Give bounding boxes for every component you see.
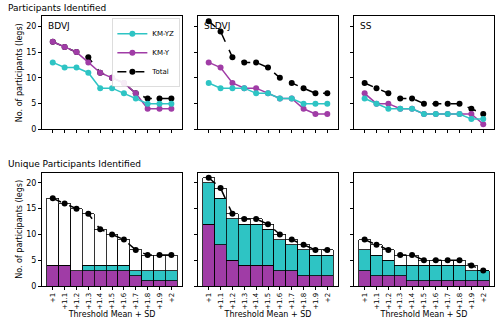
svg-text:Total: Total [151, 68, 168, 76]
svg-text:+1.7: +1.7 [444, 293, 452, 310]
svg-text:+1.1: +1.1 [217, 293, 225, 310]
svg-text:10: 10 [26, 74, 36, 83]
svg-text:+1.5: +1.5 [108, 293, 116, 310]
svg-text:+2: +2 [480, 293, 488, 303]
svg-text:10: 10 [26, 230, 36, 239]
svg-text:5: 5 [31, 256, 36, 265]
svg-text:+1.2: +1.2 [385, 293, 393, 310]
svg-text:+1.8: +1.8 [144, 293, 152, 310]
svg-text:+1.5: +1.5 [420, 293, 428, 310]
svg-text:+1.6: +1.6 [432, 292, 440, 310]
svg-text:20: 20 [26, 22, 36, 31]
svg-text:KM-Y: KM-Y [152, 49, 169, 57]
svg-text:No. of participants (legs): No. of participants (legs) [15, 180, 24, 279]
svg-text:15: 15 [26, 48, 36, 57]
svg-text:+1: +1 [205, 293, 213, 303]
svg-text:+1.7: +1.7 [132, 293, 140, 310]
svg-text:+1.5: +1.5 [264, 293, 272, 310]
svg-text:20: 20 [26, 179, 36, 188]
svg-text:+2: +2 [324, 293, 332, 303]
svg-text:+1.9: +1.9 [312, 293, 320, 310]
svg-text:KM-YZ: KM-YZ [152, 30, 174, 38]
svg-text:0: 0 [31, 125, 36, 134]
svg-text:Unique Participants Identified: Unique Participants Identified [8, 159, 141, 169]
svg-text:BDVJ: BDVJ [48, 21, 70, 31]
svg-text:+1: +1 [361, 293, 369, 303]
svg-text:+1.3: +1.3 [241, 293, 249, 310]
svg-text:+1.3: +1.3 [396, 293, 404, 310]
svg-text:+1.4: +1.4 [408, 292, 416, 310]
svg-text:+1.6: +1.6 [276, 292, 284, 310]
svg-text:+1.9: +1.9 [156, 293, 164, 310]
svg-text:No. of participants (legs): No. of participants (legs) [15, 23, 24, 122]
svg-text:SLDVJ: SLDVJ [204, 21, 230, 31]
svg-text:+2: +2 [168, 293, 176, 303]
svg-text:0: 0 [31, 282, 36, 291]
svg-text:+1.8: +1.8 [300, 293, 308, 310]
svg-text:+1.6: +1.6 [120, 292, 128, 310]
svg-text:+1.1: +1.1 [373, 293, 381, 310]
svg-text:15: 15 [26, 204, 36, 213]
svg-text:+1.8: +1.8 [456, 293, 464, 310]
svg-text:Threshold Mean + SD: Threshold Mean + SD [380, 310, 468, 319]
svg-text:+1.7: +1.7 [288, 293, 296, 310]
svg-text:+1.1: +1.1 [61, 293, 69, 310]
svg-text:+1.2: +1.2 [73, 293, 81, 310]
svg-text:+1.4: +1.4 [252, 292, 260, 310]
svg-text:Threshold Mean + SD: Threshold Mean + SD [224, 310, 312, 319]
svg-text:+1: +1 [49, 293, 57, 303]
svg-text:Participants Identified: Participants Identified [8, 3, 106, 13]
svg-text:Threshold Mean + SD: Threshold Mean + SD [68, 310, 156, 319]
svg-text:5: 5 [31, 99, 36, 108]
svg-text:SS: SS [360, 21, 372, 31]
svg-text:+1.4: +1.4 [96, 292, 104, 310]
svg-text:+1.3: +1.3 [85, 293, 93, 310]
svg-text:+1.2: +1.2 [229, 293, 237, 310]
svg-text:+1.9: +1.9 [468, 293, 476, 310]
